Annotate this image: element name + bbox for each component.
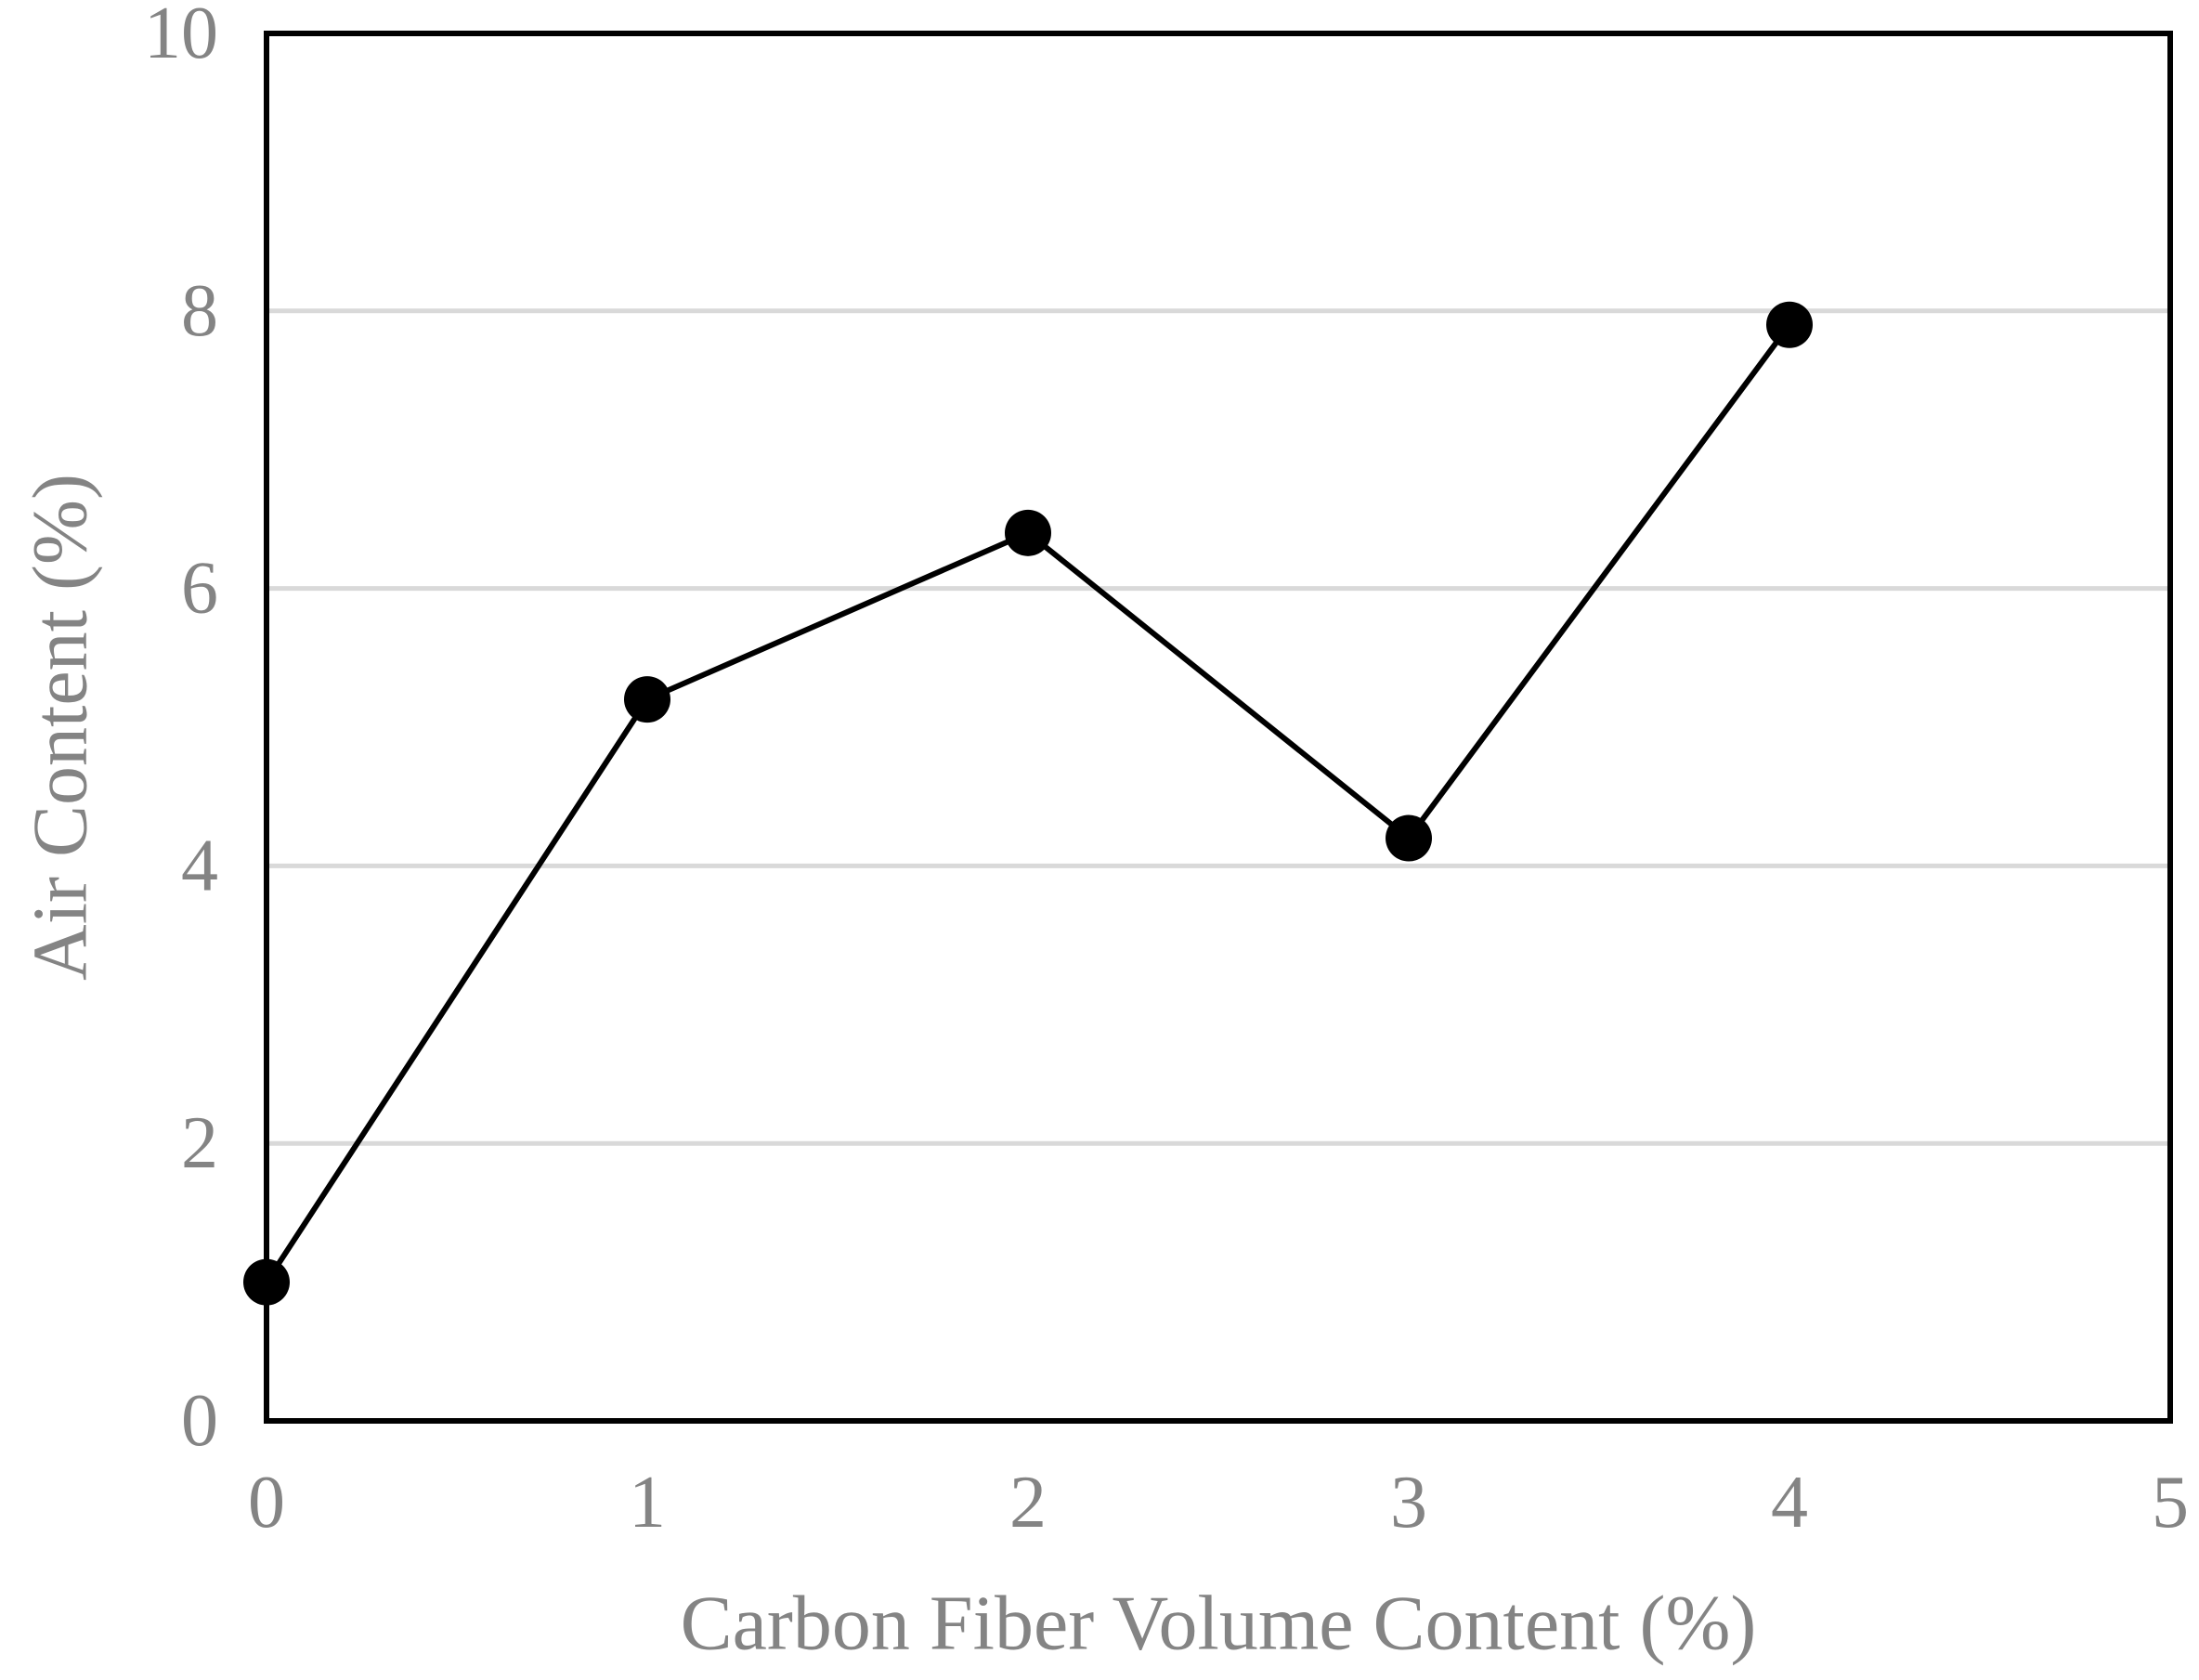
air-content-line (264, 321, 1792, 1285)
y-tick-label-2: 2 (181, 1102, 218, 1184)
x-axis-tick-labels: 0 1 2 3 4 5 (248, 1462, 2189, 1543)
y-tick-label-4: 4 (181, 825, 218, 906)
data-point-x4 (1766, 301, 1813, 348)
data-point-x2 (1005, 509, 1051, 556)
x-axis-title: Carbon Fiber Volume Content (%) (681, 1581, 1757, 1667)
x-tick-label-1: 1 (629, 1462, 666, 1543)
horizontal-gridlines (267, 308, 2170, 1146)
x-tick-label-5: 5 (2152, 1462, 2189, 1543)
x-tick-label-2: 2 (1009, 1462, 1047, 1543)
series-line (264, 321, 1792, 1285)
data-point-x3 (1386, 814, 1432, 862)
y-tick-label-8: 8 (181, 270, 218, 352)
data-point-x1 (624, 676, 670, 723)
y-tick-label-10: 10 (144, 0, 218, 74)
y-tick-label-0: 0 (181, 1380, 218, 1462)
y-axis-tick-labels: 0 2 4 6 8 10 (144, 0, 218, 1462)
x-tick-label-0: 0 (248, 1462, 285, 1543)
y-axis-title: Air Content (%) (18, 474, 104, 981)
x-tick-label-3: 3 (1390, 1462, 1427, 1543)
data-point-x0 (243, 1258, 290, 1306)
series-markers (243, 301, 1813, 1306)
y-tick-label-6: 6 (181, 548, 218, 630)
plot-area-border (264, 31, 2173, 1424)
x-tick-label-4: 4 (1771, 1462, 1808, 1543)
